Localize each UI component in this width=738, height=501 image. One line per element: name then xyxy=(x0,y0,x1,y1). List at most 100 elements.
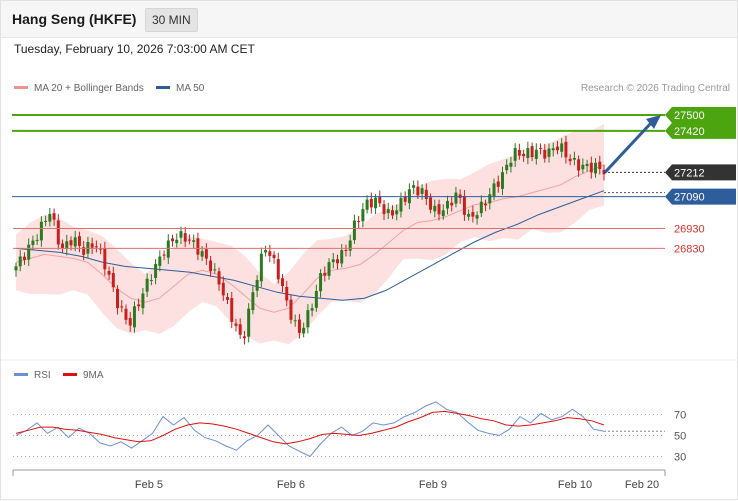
candle-body xyxy=(69,240,73,246)
x-tick-feb-20: Feb 20 xyxy=(625,479,659,491)
candle-body xyxy=(276,259,280,280)
candle-body xyxy=(433,205,437,212)
candle-body xyxy=(551,148,555,151)
chart-legend: MA 20 + Bollinger Bands MA 50 Research ©… xyxy=(14,83,730,381)
candle-body xyxy=(412,185,416,188)
level-label-27420: 27420 xyxy=(674,126,705,138)
candle-body xyxy=(154,263,158,279)
candle-body xyxy=(65,241,69,250)
header-bar: Hang Seng (HKFE) 30 MIN xyxy=(1,1,737,38)
candle-body xyxy=(90,243,94,248)
candle-body xyxy=(505,164,509,171)
candle-body xyxy=(450,202,454,206)
candle-body xyxy=(479,201,483,214)
candle-body xyxy=(454,192,458,204)
candle-body xyxy=(171,238,175,242)
candle-body xyxy=(547,148,551,157)
candle-body xyxy=(598,161,602,169)
candle-body xyxy=(238,324,242,335)
candle-body xyxy=(145,278,149,292)
rsi-tick-30: 30 xyxy=(674,452,686,464)
candle-body xyxy=(264,249,268,253)
candle-body xyxy=(386,209,390,214)
candle-body xyxy=(471,212,475,217)
rsi-panel: 70 50 30 Feb 5 Feb 6 Feb 9 Feb 10 Feb 20 xyxy=(12,401,686,491)
candle-body xyxy=(39,221,43,241)
candle-body xyxy=(319,273,323,292)
candle-body xyxy=(437,204,441,215)
candle-body xyxy=(149,279,153,281)
candle-body xyxy=(467,213,471,217)
candle-body xyxy=(22,256,26,260)
x-tick-feb-5: Feb 5 xyxy=(135,479,163,491)
level-label-27090: 27090 xyxy=(674,192,705,204)
candle-body xyxy=(204,249,208,259)
candle-body xyxy=(27,244,31,260)
rsi-tick-50: 50 xyxy=(674,431,686,443)
candle-body xyxy=(268,251,272,256)
ma50-legend-swatch xyxy=(156,86,170,89)
candle-body xyxy=(335,259,339,264)
candle-body xyxy=(259,253,263,282)
candle-body xyxy=(403,196,407,202)
timeframe-badge[interactable]: 30 MIN xyxy=(145,8,198,32)
candle-body xyxy=(496,181,500,187)
candle-body xyxy=(492,183,496,197)
candle-body xyxy=(111,273,115,288)
candle-body xyxy=(310,308,314,311)
candle-body xyxy=(534,149,538,159)
candle-body xyxy=(35,239,39,241)
candle-body xyxy=(369,198,373,208)
candle-body xyxy=(594,162,598,174)
candle-body xyxy=(564,141,568,158)
candle-body xyxy=(441,210,445,217)
candle-body xyxy=(44,220,48,222)
candle-body xyxy=(577,159,581,171)
x-tick-feb-6: Feb 6 xyxy=(277,479,305,491)
candle-body xyxy=(162,254,166,256)
candle-body xyxy=(175,239,179,244)
ma20-legend-label: MA 20 + Bollinger Bands xyxy=(34,83,144,94)
candle-body xyxy=(281,278,285,287)
candle-body xyxy=(99,248,103,250)
candle-body xyxy=(226,297,230,300)
candle-body xyxy=(424,189,428,199)
candle-body xyxy=(230,298,234,322)
candle-body xyxy=(560,143,564,152)
candle-body xyxy=(390,210,394,216)
level-tag-27090 xyxy=(665,188,736,205)
candle-body xyxy=(86,241,90,254)
candle-body xyxy=(116,288,120,309)
candle-body xyxy=(213,269,217,271)
candle-body xyxy=(314,290,318,308)
candle-body xyxy=(340,250,344,264)
candle-body xyxy=(132,306,136,328)
candle-body xyxy=(209,260,213,272)
level-label-26830: 26830 xyxy=(674,243,705,255)
candle-body xyxy=(522,153,526,157)
candle-body xyxy=(94,246,98,248)
candle-body xyxy=(56,220,60,245)
candle-body xyxy=(500,172,504,189)
candle-body xyxy=(420,188,424,194)
candle-body xyxy=(285,286,289,301)
candle-body xyxy=(357,220,361,222)
candle-body xyxy=(572,157,576,160)
level-tag-27420 xyxy=(665,122,736,139)
level-label-27500: 27500 xyxy=(674,110,705,122)
candle-body xyxy=(103,247,107,270)
candle-body xyxy=(183,233,187,242)
candle-body xyxy=(462,196,466,215)
candle-body xyxy=(517,149,521,156)
candle-body xyxy=(348,240,352,251)
candle-body xyxy=(445,200,449,209)
candle-body xyxy=(530,146,534,158)
candle-body xyxy=(61,243,65,249)
candle-body xyxy=(306,310,310,328)
candle-body xyxy=(399,197,403,212)
candle-body xyxy=(365,199,369,210)
level-label-26930: 26930 xyxy=(674,224,705,236)
candle-body xyxy=(382,204,386,215)
candle-body xyxy=(581,164,585,170)
candle-body xyxy=(141,293,145,309)
